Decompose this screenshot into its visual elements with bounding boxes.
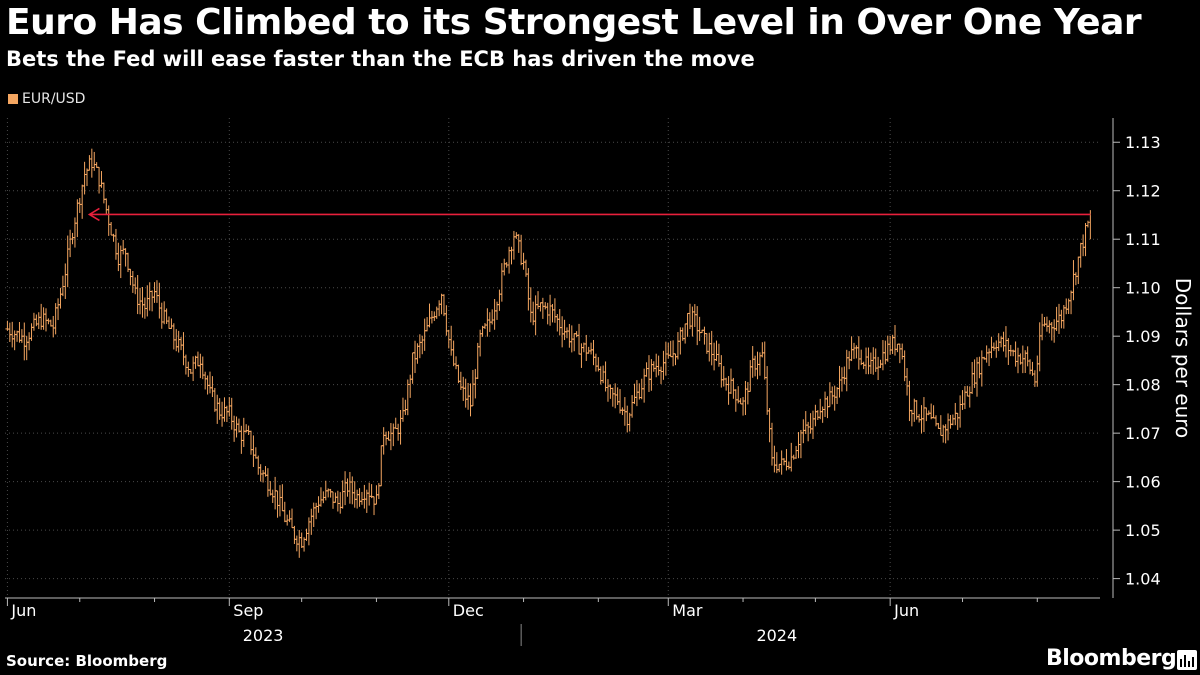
chart-title: Euro Has Climbed to its Strongest Level … (6, 2, 1142, 43)
x-year-label: 2023 (243, 626, 284, 645)
y-axis-title: Dollars per euro (1171, 278, 1195, 439)
annotation-arrowhead (87, 207, 100, 222)
y-tick-label: 1.10 (1125, 279, 1161, 298)
y-tick-label: 1.09 (1125, 327, 1161, 346)
x-tick-label: Jun (893, 601, 919, 620)
x-tick-label: Jun (10, 601, 36, 620)
x-year-label: 2024 (756, 626, 797, 645)
legend: EUR/USD (8, 91, 85, 107)
legend-swatch (8, 94, 18, 104)
legend-label: EUR/USD (22, 91, 86, 107)
y-tick-label: 1.13 (1125, 133, 1161, 152)
brand-logo: Bloomberg (1046, 646, 1177, 671)
chart-subtitle: Bets the Fed will ease faster than the E… (6, 47, 755, 71)
x-tick-label: Sep (233, 601, 263, 620)
x-tick-label: Mar (672, 601, 703, 620)
x-tick-label: Dec (453, 601, 484, 620)
y-tick-label: 1.12 (1125, 182, 1161, 201)
source-note: Source: Bloomberg (6, 652, 168, 670)
y-tick-label: 1.04 (1125, 570, 1161, 589)
y-tick-label: 1.05 (1125, 521, 1161, 540)
y-tick-label: 1.07 (1125, 424, 1161, 443)
y-tick-label: 1.08 (1125, 376, 1161, 395)
y-tick-label: 1.11 (1125, 230, 1161, 249)
bloomberg-terminal-icon (1177, 650, 1197, 670)
y-tick-label: 1.06 (1125, 473, 1161, 492)
